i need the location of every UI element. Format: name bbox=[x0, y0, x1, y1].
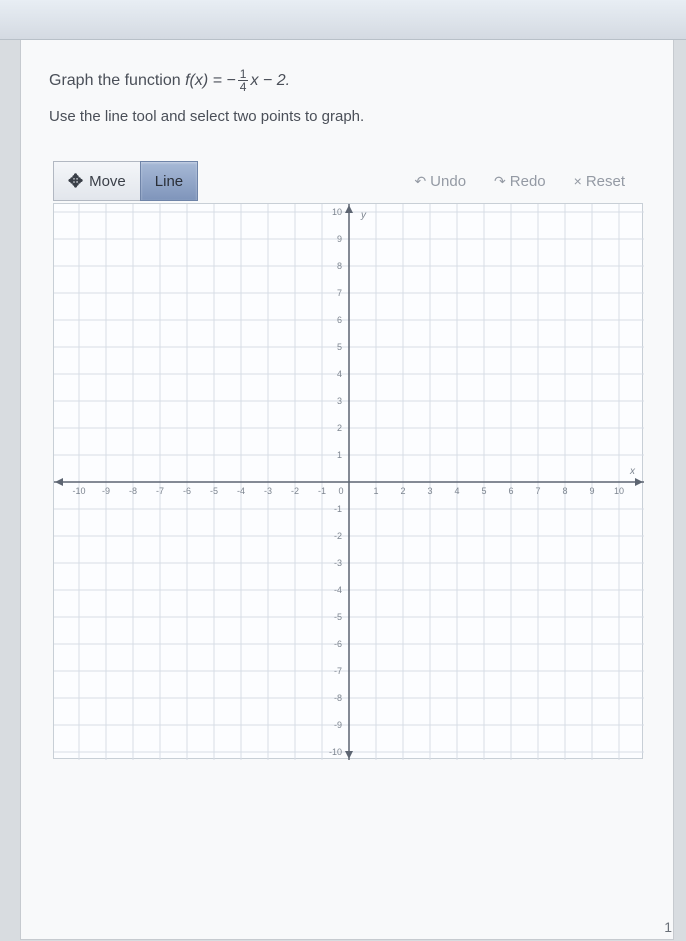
svg-text:-1: -1 bbox=[334, 504, 342, 514]
line-label: Line bbox=[155, 173, 183, 190]
svg-text:8: 8 bbox=[337, 261, 342, 271]
svg-text:5: 5 bbox=[481, 486, 486, 496]
graph-toolbar: ✥ Move Line ↶ Undo ↷ Redo × Reset bbox=[53, 161, 639, 201]
question-prefix: Graph the function bbox=[49, 72, 185, 89]
reset-label: Reset bbox=[586, 173, 625, 190]
svg-text:9: 9 bbox=[337, 234, 342, 244]
svg-text:2: 2 bbox=[400, 486, 405, 496]
svg-text:-10: -10 bbox=[329, 747, 342, 757]
svg-text:-8: -8 bbox=[129, 486, 137, 496]
redo-button[interactable]: ↷ Redo bbox=[480, 161, 560, 201]
undo-icon: ↶ bbox=[414, 173, 426, 190]
grid-svg: -10 -9 -8 -7 -6 -5 -4 -3 -2 -1 1 2 3 4 5 6 7 8 9 10 0 -10 -9 -8… bbox=[54, 204, 644, 760]
svg-text:-3: -3 bbox=[264, 486, 272, 496]
svg-text:-6: -6 bbox=[183, 486, 191, 496]
svg-text:-9: -9 bbox=[102, 486, 110, 496]
fraction: 14 bbox=[238, 68, 249, 94]
coordinate-grid[interactable]: -10 -9 -8 -7 -6 -5 -4 -3 -2 -1 1 2 3 4 5 6 7 8 9 10 0 -10 -9 -8… bbox=[53, 203, 643, 759]
svg-text:-9: -9 bbox=[334, 720, 342, 730]
svg-text:6: 6 bbox=[337, 315, 342, 325]
move-label: Move bbox=[89, 173, 126, 190]
move-tool-button[interactable]: ✥ Move bbox=[53, 161, 140, 201]
fraction-denominator: 4 bbox=[238, 81, 249, 94]
redo-icon: ↷ bbox=[494, 173, 506, 190]
reset-icon: × bbox=[574, 173, 582, 189]
move-icon: ✥ bbox=[68, 171, 83, 192]
svg-text:x: x bbox=[629, 466, 636, 477]
svg-text:7: 7 bbox=[337, 288, 342, 298]
svg-text:-5: -5 bbox=[210, 486, 218, 496]
page-number: 1 bbox=[664, 919, 672, 935]
svg-text:-2: -2 bbox=[291, 486, 299, 496]
function-left: f(x) = − bbox=[185, 72, 236, 89]
svg-text:-4: -4 bbox=[334, 585, 342, 595]
svg-text:3: 3 bbox=[337, 396, 342, 406]
svg-text:-4: -4 bbox=[237, 486, 245, 496]
svg-text:-10: -10 bbox=[72, 486, 85, 496]
svg-text:9: 9 bbox=[589, 486, 594, 496]
svg-text:1: 1 bbox=[337, 450, 342, 460]
question-panel: Graph the function f(x) = −14x − 2. Use … bbox=[20, 40, 674, 940]
svg-text:10: 10 bbox=[614, 486, 624, 496]
redo-label: Redo bbox=[510, 173, 546, 190]
line-tool-button[interactable]: Line bbox=[140, 161, 198, 201]
question-text: Graph the function f(x) = −14x − 2. bbox=[49, 68, 645, 94]
instruction-text: Use the line tool and select two points … bbox=[49, 108, 645, 125]
svg-text:3: 3 bbox=[427, 486, 432, 496]
reset-button[interactable]: × Reset bbox=[560, 161, 639, 201]
svg-text:0: 0 bbox=[338, 486, 343, 496]
svg-text:-6: -6 bbox=[334, 639, 342, 649]
svg-text:7: 7 bbox=[535, 486, 540, 496]
svg-text:5: 5 bbox=[337, 342, 342, 352]
svg-text:-7: -7 bbox=[156, 486, 164, 496]
svg-text:4: 4 bbox=[454, 486, 459, 496]
svg-text:-7: -7 bbox=[334, 666, 342, 676]
svg-text:-8: -8 bbox=[334, 693, 342, 703]
undo-label: Undo bbox=[430, 173, 466, 190]
svg-text:1: 1 bbox=[373, 486, 378, 496]
svg-text:-5: -5 bbox=[334, 612, 342, 622]
svg-text:6: 6 bbox=[508, 486, 513, 496]
function-right: x − 2. bbox=[250, 72, 290, 89]
svg-text:8: 8 bbox=[562, 486, 567, 496]
svg-text:-1: -1 bbox=[318, 486, 326, 496]
window-top-bar bbox=[0, 0, 686, 40]
svg-text:-2: -2 bbox=[334, 531, 342, 541]
undo-button[interactable]: ↶ Undo bbox=[400, 161, 480, 201]
svg-text:2: 2 bbox=[337, 423, 342, 433]
svg-text:-3: -3 bbox=[334, 558, 342, 568]
svg-text:y: y bbox=[360, 210, 367, 221]
svg-text:10: 10 bbox=[332, 207, 342, 217]
svg-text:4: 4 bbox=[337, 369, 342, 379]
